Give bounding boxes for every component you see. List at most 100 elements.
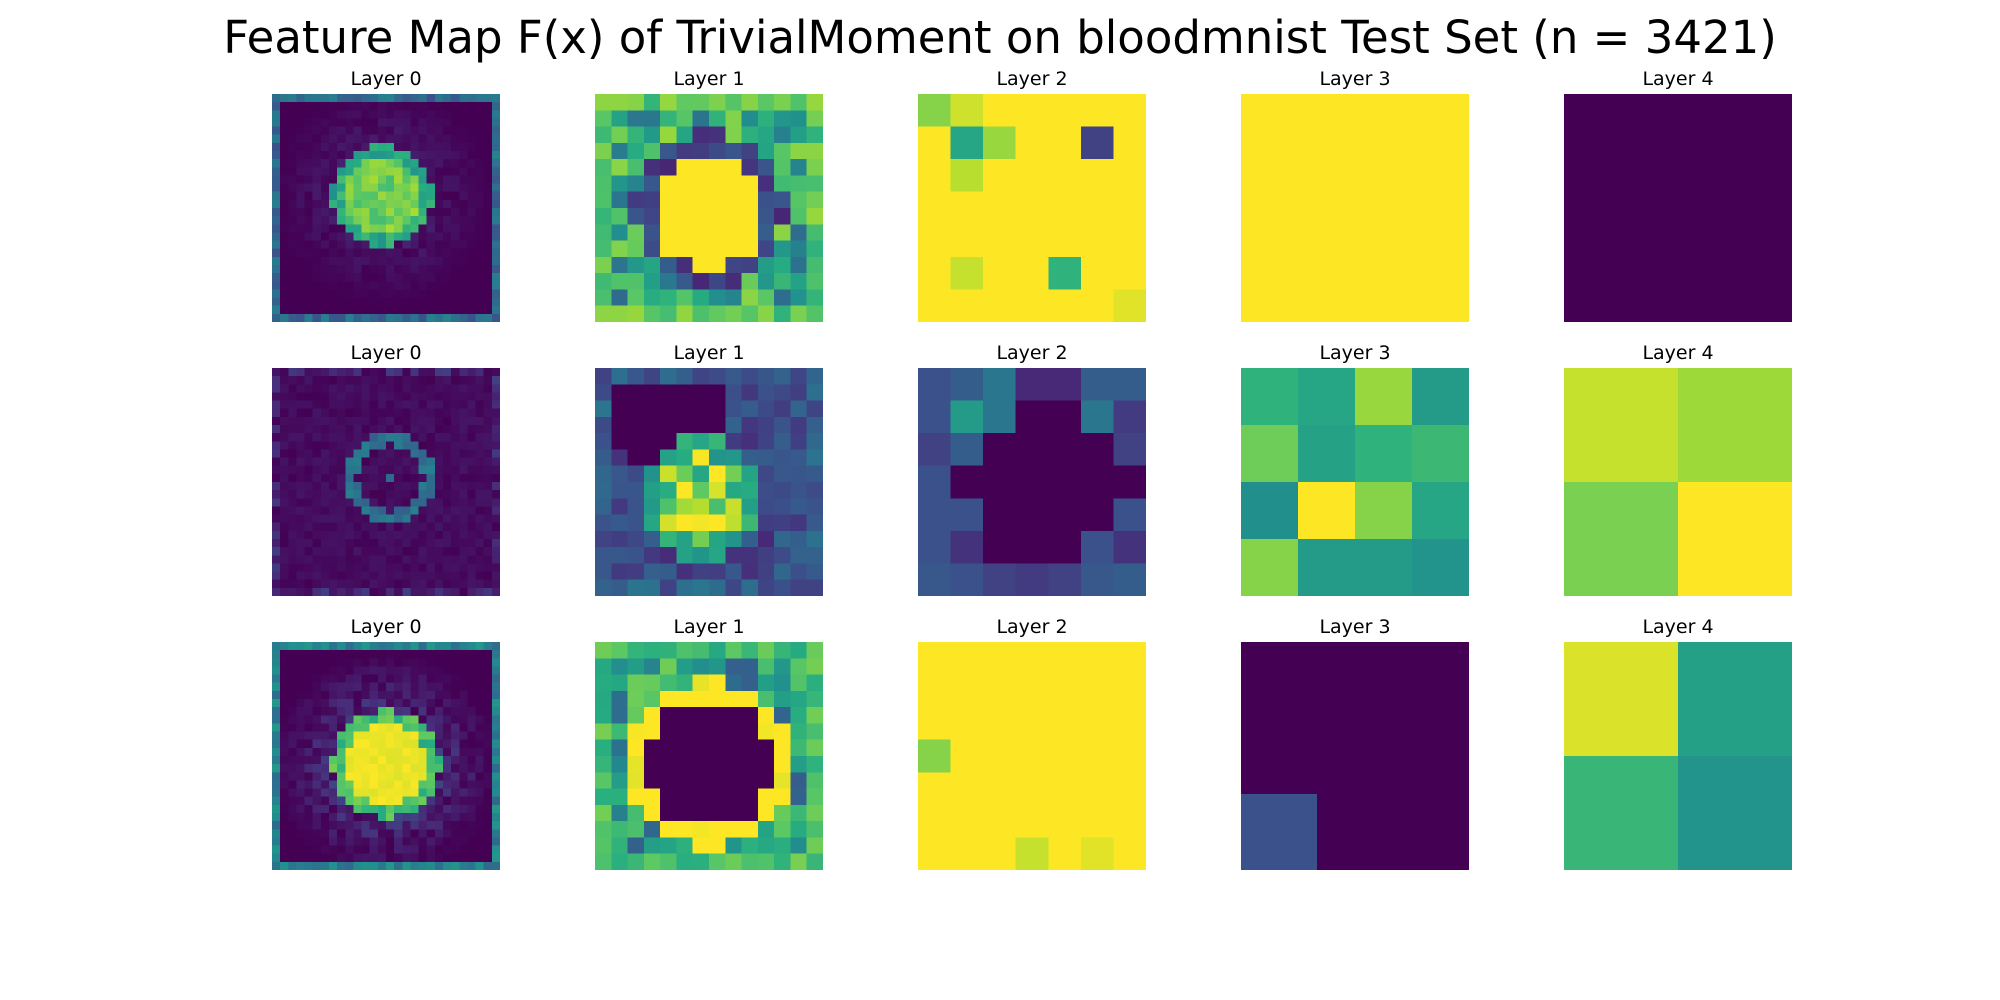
heatmap-cell [320,240,330,249]
heatmap-cell [337,368,346,377]
heatmap-cell [774,674,791,692]
heatmap-cell [410,764,419,773]
heatmap-cell [426,764,436,773]
heatmap-cell [757,674,775,692]
heatmap-cell [288,126,297,135]
heatmap-cell [288,498,297,507]
heatmap-cell [418,392,427,401]
heatmap-cell [418,666,427,675]
heatmap-cell [296,699,305,708]
heatmap-cell [467,183,476,192]
heatmap-cell [983,739,1017,773]
heatmap-cell [353,829,362,838]
heatmap-cell [369,780,379,789]
heatmap-cell [345,159,354,168]
heatmap-cell [320,102,330,111]
heatmap-cell [1241,208,1300,267]
heatmap-cell [361,845,370,854]
heatmap-cell [443,579,452,589]
heatmap-cell [304,547,313,556]
heatmap-cell [790,159,808,176]
heatmap-cell [288,682,297,692]
heatmap-cell [394,530,403,540]
heatmap-cell [790,772,808,789]
heatmap-cell [337,425,346,434]
heatmap-cell [741,723,759,741]
heatmap-cell [361,159,370,168]
heatmap-cell [426,256,436,266]
heatmap-cell [418,110,427,119]
heatmap-cell [369,199,379,209]
heatmap-cell [757,449,775,467]
heatmap-cell [467,539,476,548]
heatmap-cell [288,240,297,249]
heatmap-cell [337,642,346,651]
heatmap-cell [434,723,444,732]
heatmap-cell [288,658,297,667]
heatmap-cell [443,780,452,789]
heatmap-cell [491,845,500,854]
heatmap-cell [483,674,493,683]
heatmap-cell [410,281,419,290]
heatmap-cell [426,861,436,870]
heatmap-cell [491,666,500,675]
heatmap-cell [386,731,395,740]
heatmap-cell [459,514,468,523]
heatmap-cell [386,739,395,749]
heatmap-cell [312,498,322,507]
heatmap-cell [353,449,362,458]
heatmap-cell [418,400,427,409]
heatmap-cell [483,441,493,450]
heatmap-cell [1113,498,1146,532]
heatmap-cell [345,425,354,434]
heatmap-cell [434,563,444,572]
heatmap-cell [394,861,403,870]
heatmap-cell [443,699,452,708]
heatmap-cell [402,699,411,708]
heatmap-cell [280,522,289,532]
heatmap-cell [692,94,710,111]
heatmap-cell [272,587,281,596]
heatmap-cell [459,837,468,846]
panel-row1-col0: Layer 0 [272,341,500,596]
heatmap-cell [434,642,444,651]
heatmap-cell [595,191,612,209]
heatmap-cell [475,208,484,217]
heatmap-cell [337,256,346,266]
heatmap-cell [312,853,322,863]
heatmap-cell [329,579,338,589]
heatmap-cell [280,715,289,724]
heatmap-cell [312,780,322,789]
heatmap-cell [418,175,427,184]
heatmap-cell [483,682,493,692]
heatmap-cell [426,731,436,740]
heatmap-cell [491,297,500,306]
heatmap-cell [426,482,436,491]
heatmap-cell [660,208,677,225]
heatmap-cell [304,425,313,434]
heatmap-cell [709,579,726,596]
heatmap-cell [643,465,661,483]
heatmap-cell [345,240,354,249]
heatmap-cell [611,772,628,789]
heatmap-cell [692,579,710,596]
heatmap-cell [386,780,395,789]
heatmap-cell [426,571,436,580]
heatmap-cell [329,167,338,176]
heatmap-cell [402,650,411,659]
heatmap-cell [426,682,436,692]
heatmap-cell [337,151,346,160]
heatmap-cell [418,289,427,298]
heatmap-cell [443,449,452,458]
heatmap-cell [676,384,694,401]
heatmap-cell [337,159,346,168]
heatmap-cell [394,821,403,830]
heatmap-cell [467,457,476,466]
heatmap-cell [434,522,444,532]
heatmap-cell [491,465,500,475]
heatmap-cell [426,490,436,499]
heatmap-cell [483,747,493,757]
heatmap-cell [741,498,759,515]
heatmap-cell [475,796,484,806]
heatmap-cell [369,674,379,683]
